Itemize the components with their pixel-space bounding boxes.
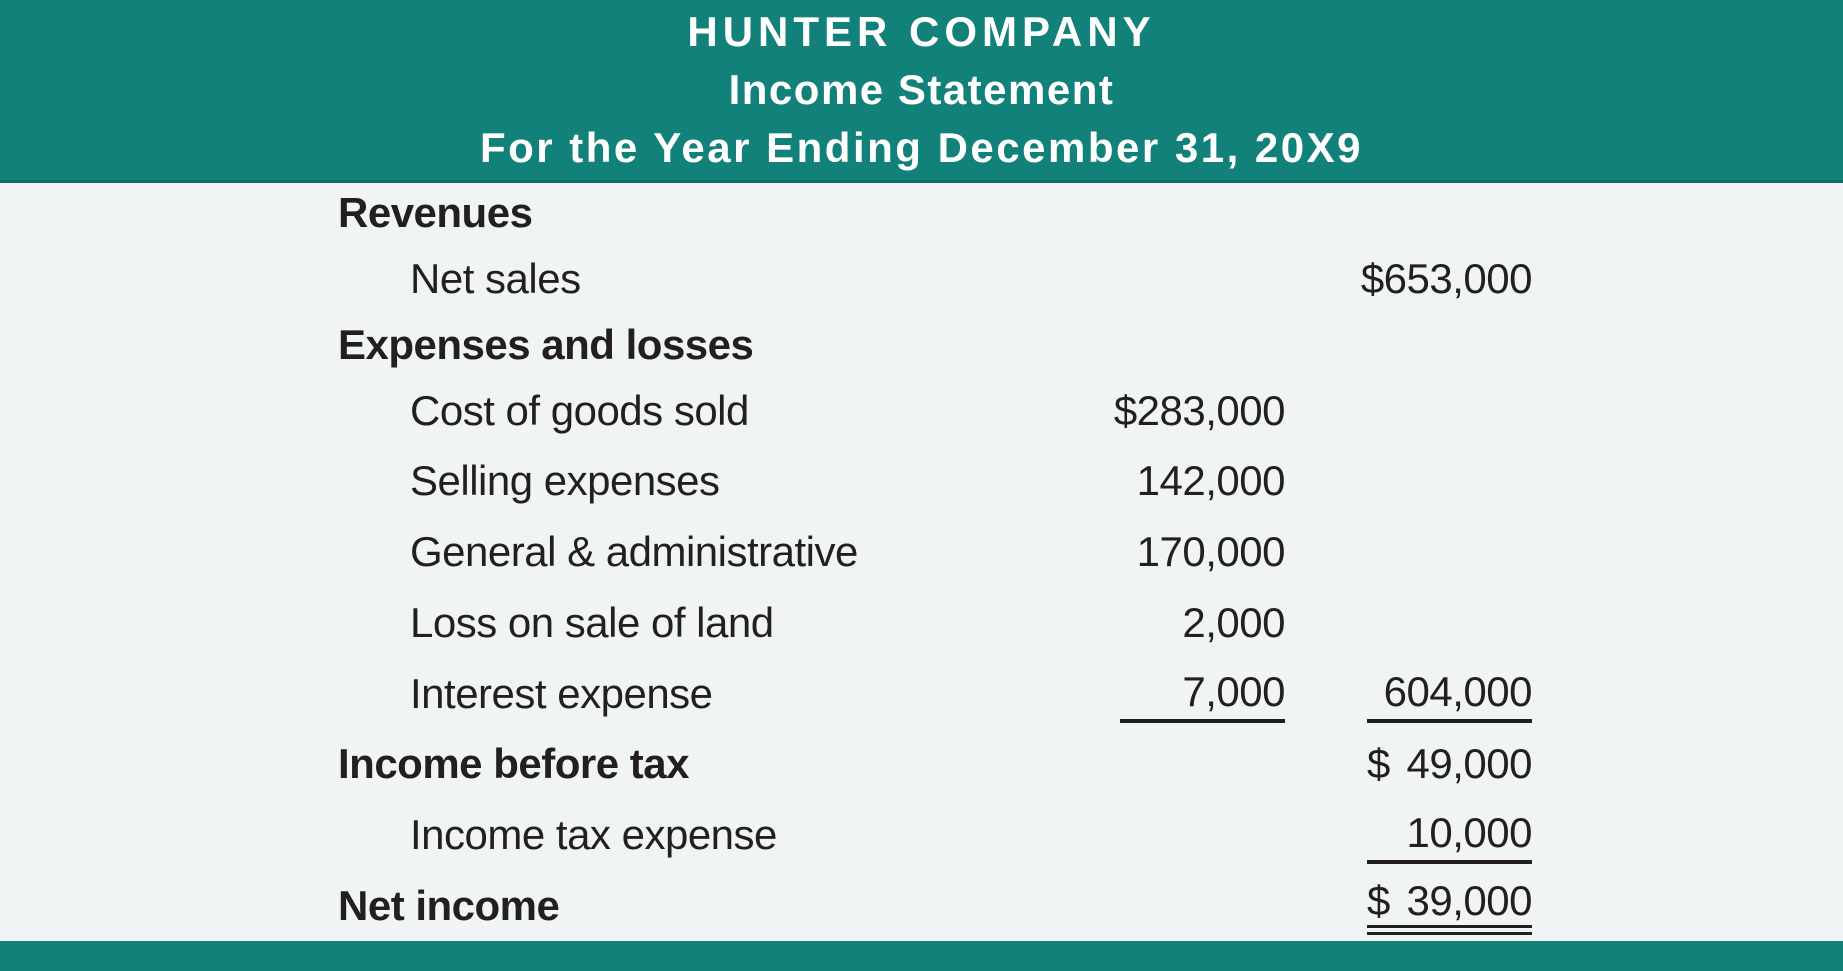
statement-row: Net income $39,000 [0,870,1843,941]
amount-column-2-cell: $49,000 [1312,735,1533,793]
statement-row: Expenses and losses [0,314,1843,375]
amount-column-2-cell: $653,000 [1312,250,1533,308]
amount-column-1-value: 2,000 [1182,598,1285,646]
amount-column-1-cell: 142,000 [1065,452,1286,510]
statement-row: Interest expense 7,000 604,000 [0,658,1843,729]
amount-column-2-cell: 604,000 [1312,665,1533,723]
amount-column-1-value: 170,000 [1136,528,1286,576]
statement-header: HUNTER COMPANY Income Statement For the … [0,0,1843,183]
amount-column-1-value-box: 7,000 [1120,665,1285,723]
section-label: Expenses and losses [338,320,754,368]
amount-column-1-value-box: 2,000 [1120,594,1285,652]
amount-column-2-cell: $39,000 [1312,876,1533,935]
section-label: Revenues [338,189,533,237]
statement-period: For the Year Ending December 31, 20X9 [479,124,1364,171]
amount-column-1-cell: 2,000 [1065,594,1285,652]
amount-column-2-value: 604,000 [1383,667,1533,715]
currency-symbol: $ [1367,740,1390,788]
amount-column-1-cell: 170,000 [1065,523,1286,581]
amount-column-2-value: 10,000 [1406,808,1533,856]
amount-column-2-value: 49,000 [1406,740,1533,788]
statement-row: General & administrative 170,000 [0,517,1843,588]
statement-title: Income Statement [728,66,1115,113]
statement-row: Income tax expense 10,000 [0,800,1843,871]
section-label: Net income [338,881,560,929]
amount-column-1-cell: $283,000 [1065,382,1286,440]
amount-column-2-value-box: 10,000 [1367,806,1533,864]
amount-column-1-value-box: 170,000 [1120,523,1286,581]
line-item-label: Income tax expense [410,810,777,858]
amount-column-1-value: 7,000 [1182,667,1285,715]
line-item-label: Net sales [410,255,581,303]
amount-column-2-value-box: $49,000 [1367,735,1533,793]
amount-column-2-value-box: $39,000 [1367,876,1533,935]
amount-column-1-value: $283,000 [1113,386,1286,434]
amount-column-2-value: 39,000 [1406,876,1533,924]
statement-row: Revenues [0,183,1843,244]
statement-row: Net sales $653,000 [0,244,1843,315]
amount-column-1-value-box: 142,000 [1120,452,1286,510]
currency-symbol: $ [1367,876,1390,924]
statement-row: Income before tax $49,000 [0,729,1843,800]
section-label: Income before tax [338,740,689,788]
statement-row: Loss on sale of land 2,000 [0,587,1843,658]
line-item-label: Selling expenses [410,457,720,505]
amount-column-1-cell: 7,000 [1065,665,1285,723]
amount-column-2-value: $653,000 [1360,255,1533,303]
amount-column-2-cell: 10,000 [1312,806,1533,864]
line-item-label: Loss on sale of land [410,598,774,646]
statement-row: Cost of goods sold $283,000 [0,375,1843,446]
amount-column-2-value-box: 604,000 [1367,665,1533,723]
line-item-label: General & administrative [410,528,858,576]
bottom-accent-bar [0,941,1843,971]
statement-row: Selling expenses 142,000 [0,446,1843,517]
amount-column-1-value-box: $283,000 [1114,382,1286,440]
statement-body: Revenues Net sales $653,000 Expenses and lo… [0,183,1843,941]
line-item-label: Cost of goods sold [410,386,749,434]
amount-column-2-value-box: $653,000 [1361,250,1533,308]
company-name: HUNTER COMPANY [687,8,1156,55]
line-item-label: Interest expense [410,669,713,717]
amount-column-1-value: 142,000 [1136,457,1286,505]
